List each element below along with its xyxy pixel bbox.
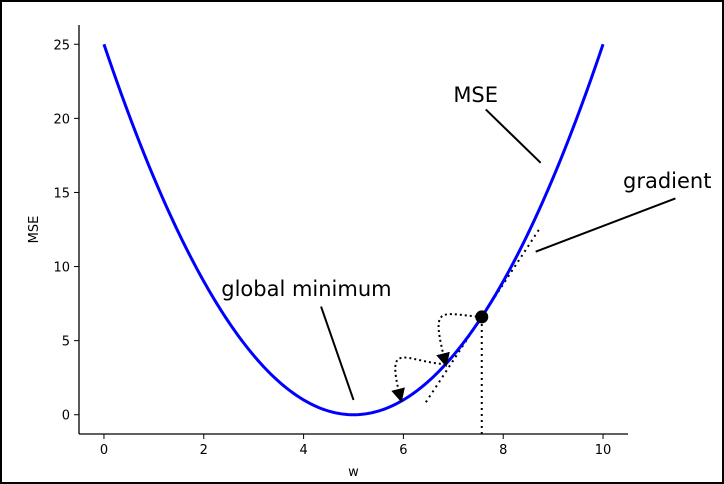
mse-annotation-line (485, 108, 542, 164)
global-minimum-annotation-line (320, 306, 355, 401)
tangent-line (425, 226, 542, 403)
y-tick-label: 0 (62, 409, 70, 424)
annotations: MSE gradient global minimum (221, 83, 711, 401)
mse-annotation-text: MSE (453, 83, 498, 107)
y-tick-label: 15 (53, 186, 70, 201)
y-tick-label: 10 (53, 261, 70, 276)
axes: 0 2 4 6 8 10 0 5 10 15 20 25 (53, 25, 628, 458)
x-tick-label: 0 (100, 443, 108, 458)
y-tick-label: 20 (53, 112, 70, 127)
current-point (475, 310, 489, 324)
y-tick-label: 25 (53, 38, 70, 53)
plot-area (102, 43, 605, 434)
gradient-annotation-text: gradient (623, 169, 711, 193)
x-tick-label: 6 (399, 443, 407, 458)
x-tick-label: 10 (595, 443, 612, 458)
x-axis-label: w (348, 465, 359, 480)
x-tick-label: 8 (499, 443, 507, 458)
descent-arrow (391, 356, 446, 403)
mse-curve (102, 43, 605, 417)
x-tick-label: 2 (200, 443, 208, 458)
descent-arrow (436, 313, 482, 368)
y-tick-label: 5 (62, 335, 70, 350)
gradient-annotation-line (535, 197, 676, 253)
x-tick-label: 4 (299, 443, 307, 458)
y-axis-label: MSE (27, 216, 42, 244)
global-minimum-annotation-text: global minimum (221, 277, 391, 301)
